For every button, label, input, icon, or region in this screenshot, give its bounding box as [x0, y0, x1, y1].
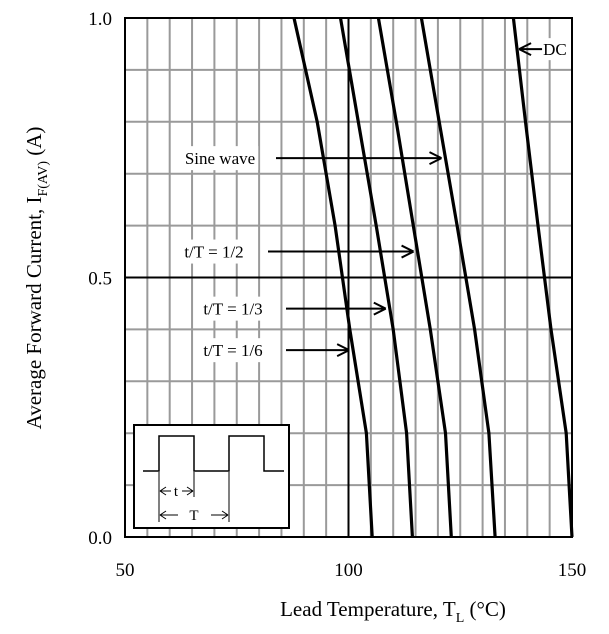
annotation-label-bg [542, 38, 569, 61]
x-axis-label: Lead Temperature, TL (°C) [280, 597, 506, 626]
x-tick-label: 150 [558, 560, 587, 581]
annotation-label-bg [194, 338, 272, 363]
y-tick-labels: 0.0 0.5 1.0 [88, 9, 112, 549]
x-tick-label: 50 [116, 560, 135, 581]
annotation-label: t/T = 1/6 [203, 341, 262, 360]
annotation-arrow [518, 42, 544, 57]
curve-line [292, 17, 374, 538]
inset-box [133, 424, 290, 529]
waveform-inset: t T [133, 424, 290, 529]
annotation-arrow [286, 301, 387, 316]
y-axis-label: Average Forward Current, IF(AV) (A) [22, 127, 51, 430]
y-tick-label: 1.0 [88, 9, 112, 30]
annotation-label-bg [194, 296, 272, 321]
curve-line [511, 17, 574, 538]
annotation-label: t/T = 1/3 [203, 300, 262, 319]
inset-t-label: t [174, 484, 179, 500]
y-tick-label: 0.0 [88, 528, 112, 549]
curve-line [376, 17, 453, 538]
annotation-label: t/T = 1/2 [184, 243, 243, 262]
inset-T-label: T [189, 508, 198, 524]
x-tick-label: 100 [334, 560, 363, 581]
pulse-waveform [143, 435, 284, 472]
curve-line [419, 17, 497, 538]
annotation-arrow [276, 151, 442, 166]
annotation-label: Sine wave [185, 149, 255, 168]
annotation-arrow [268, 244, 415, 259]
annotations: DC Sine wave t/T = 1/2 t/T = 1/3 t/T = 1/6 [175, 38, 569, 363]
plot-frame [124, 17, 573, 538]
inset-T-arrow-left [159, 510, 178, 520]
annotation-label-bg [181, 146, 259, 171]
y-tick-label: 0.5 [88, 269, 112, 290]
curve-line [338, 17, 414, 538]
inset-t-arrow-left [159, 486, 171, 496]
annotation-label-bg [175, 239, 253, 264]
x-tick-labels: 50 100 150 [116, 560, 587, 581]
curves [292, 17, 574, 538]
inset-t-arrow-right [182, 486, 194, 496]
annotation-arrow [286, 343, 350, 358]
inset-T-arrow-right [211, 510, 229, 520]
annotation-label: DC [543, 40, 567, 59]
grid-major [125, 18, 572, 537]
